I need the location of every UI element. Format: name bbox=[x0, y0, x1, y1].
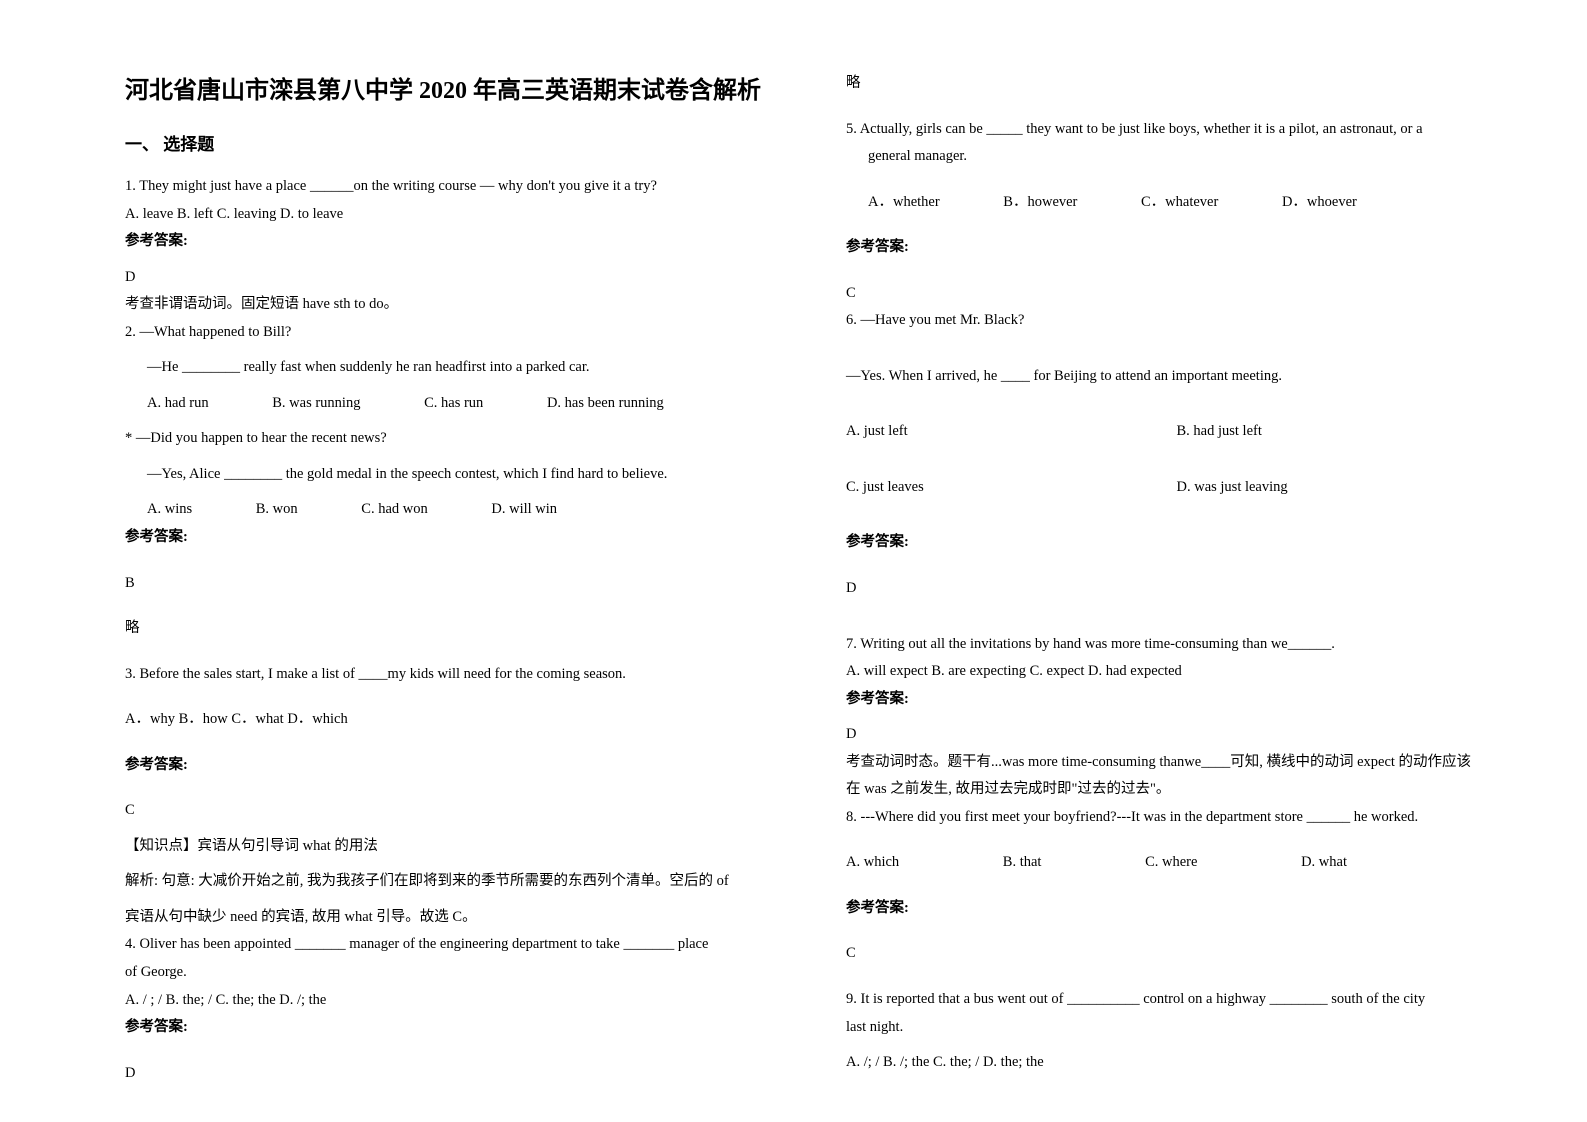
q5-options: A．whether B．however C．whatever D．whoever bbox=[846, 189, 1507, 217]
q1-answer-label: 参考答案: bbox=[125, 228, 786, 256]
q9-line1: 9. It is reported that a bus went out of… bbox=[846, 986, 1507, 1014]
q7-explanation-2: 在 was 之前发生, 故用过去完成时即"过去的过去"。 bbox=[846, 776, 1507, 804]
q8-opt-a: A. which bbox=[846, 854, 899, 870]
q2-options: A. had run B. was running C. has run D. … bbox=[125, 390, 786, 418]
q2-line2: —He ________ really fast when suddenly h… bbox=[125, 354, 786, 382]
q1-answer: D bbox=[125, 264, 786, 292]
q7-answer-label: 参考答案: bbox=[846, 686, 1507, 714]
q2-line1: 2. —What happened to Bill? bbox=[125, 319, 786, 347]
q9-options: A. /; / B. /; the C. the; / D. the; the bbox=[846, 1049, 1507, 1077]
q2-explanation: 略 bbox=[125, 615, 786, 643]
q3-explanation-2: 宾语从句中缺少 need 的宾语, 故用 what 引导。故选 C。 bbox=[125, 904, 786, 932]
q3-answer-label: 参考答案: bbox=[125, 752, 786, 780]
q7-text: 7. Writing out all the invitations by ha… bbox=[846, 631, 1507, 659]
q3-options: A．why B．how C．what D．which bbox=[125, 706, 786, 734]
q5-answer: C bbox=[846, 280, 1507, 308]
q5-opt-a: A．whether bbox=[868, 194, 940, 210]
q6-options-row2: C. just leaves D. was just leaving bbox=[846, 474, 1507, 502]
q2-opt-d: D. has been running bbox=[547, 395, 664, 411]
q3-explanation-1: 解析: 句意: 大减价开始之前, 我为我孩子们在即将到来的季节所需要的东西列个清… bbox=[125, 868, 786, 896]
left-column: 河北省唐山市滦县第八中学 2020 年高三英语期末试卷含解析 一、 选择题 1.… bbox=[95, 70, 816, 1082]
q4-line2: of George. bbox=[125, 959, 786, 987]
q8-text: 8. ---Where did you first meet your boyf… bbox=[846, 804, 1507, 832]
q2-opt-c: C. has run bbox=[424, 395, 483, 411]
q4-options: A. / ; / B. the; / C. the; the D. /; the bbox=[125, 987, 786, 1015]
q7-explanation-1: 考查动词时态。题干有...was more time-consuming tha… bbox=[846, 749, 1507, 777]
q8-opt-c: C. where bbox=[1145, 854, 1197, 870]
q4-answer-label: 参考答案: bbox=[125, 1014, 786, 1042]
q2b-opt-d: D. will win bbox=[491, 501, 557, 517]
q6-opt-a: A. just left bbox=[846, 418, 1177, 446]
q2b-opt-a: A. wins bbox=[147, 501, 192, 517]
q2b-opt-c: C. had won bbox=[361, 501, 427, 517]
q1-text: 1. They might just have a place ______on… bbox=[125, 173, 786, 201]
q8-options: A. which B. that C. where D. what bbox=[846, 849, 1507, 877]
q6-options-row1: A. just left B. had just left bbox=[846, 418, 1507, 446]
q8-answer: C bbox=[846, 940, 1507, 968]
q5-opt-b: B．however bbox=[1003, 194, 1077, 210]
q6-opt-c: C. just leaves bbox=[846, 474, 1177, 502]
q2-options2: A. wins B. won C. had won D. will win bbox=[125, 496, 786, 524]
q8-opt-b: B. that bbox=[1003, 854, 1042, 870]
q9-line2: last night. bbox=[846, 1014, 1507, 1042]
q4-answer: D bbox=[125, 1060, 786, 1088]
document-page: 河北省唐山市滦县第八中学 2020 年高三英语期末试卷含解析 一、 选择题 1.… bbox=[0, 0, 1587, 1122]
doc-title: 河北省唐山市滦县第八中学 2020 年高三英语期末试卷含解析 bbox=[125, 70, 786, 105]
q6-answer-label: 参考答案: bbox=[846, 529, 1507, 557]
q6-opt-d: D. was just leaving bbox=[1177, 474, 1508, 502]
q6-answer: D bbox=[846, 575, 1507, 603]
q6-line1: 6. —Have you met Mr. Black? bbox=[846, 307, 1507, 335]
q1-options: A. leave B. left C. leaving D. to leave bbox=[125, 201, 786, 229]
q2-opt-b: B. was running bbox=[272, 395, 360, 411]
q8-answer-label: 参考答案: bbox=[846, 895, 1507, 923]
q2-answer-label: 参考答案: bbox=[125, 524, 786, 552]
right-column: 略 5. Actually, girls can be _____ they w… bbox=[816, 70, 1537, 1082]
q8-opt-d: D. what bbox=[1301, 854, 1347, 870]
q3-knowledge-point: 【知识点】宾语从句引导词 what 的用法 bbox=[125, 833, 786, 861]
right-top-text: 略 bbox=[846, 70, 1507, 98]
q3-text: 3. Before the sales start, I make a list… bbox=[125, 661, 786, 689]
q5-opt-c: C．whatever bbox=[1141, 194, 1218, 210]
q5-opt-d: D．whoever bbox=[1282, 194, 1357, 210]
q6-opt-b: B. had just left bbox=[1177, 418, 1508, 446]
q7-options: A. will expect B. are expecting C. expec… bbox=[846, 658, 1507, 686]
q4-line1: 4. Oliver has been appointed _______ man… bbox=[125, 931, 786, 959]
q7-answer: D bbox=[846, 721, 1507, 749]
q2b-opt-b: B. won bbox=[256, 501, 298, 517]
q5-line1: 5. Actually, girls can be _____ they wan… bbox=[846, 116, 1507, 144]
q6-line2: —Yes. When I arrived, he ____ for Beijin… bbox=[846, 363, 1507, 391]
q3-answer: C bbox=[125, 797, 786, 825]
q5-answer-label: 参考答案: bbox=[846, 234, 1507, 262]
q2-answer: B bbox=[125, 570, 786, 598]
q2-line4: —Yes, Alice ________ the gold medal in t… bbox=[125, 461, 786, 489]
q5-line2: general manager. bbox=[846, 143, 1507, 171]
q1-explanation: 考查非谓语动词。固定短语 have sth to do。 bbox=[125, 291, 786, 319]
q2-opt-a: A. had run bbox=[147, 395, 209, 411]
q2-line3: * —Did you happen to hear the recent new… bbox=[125, 425, 786, 453]
section-header: 一、 选择题 bbox=[125, 130, 786, 155]
